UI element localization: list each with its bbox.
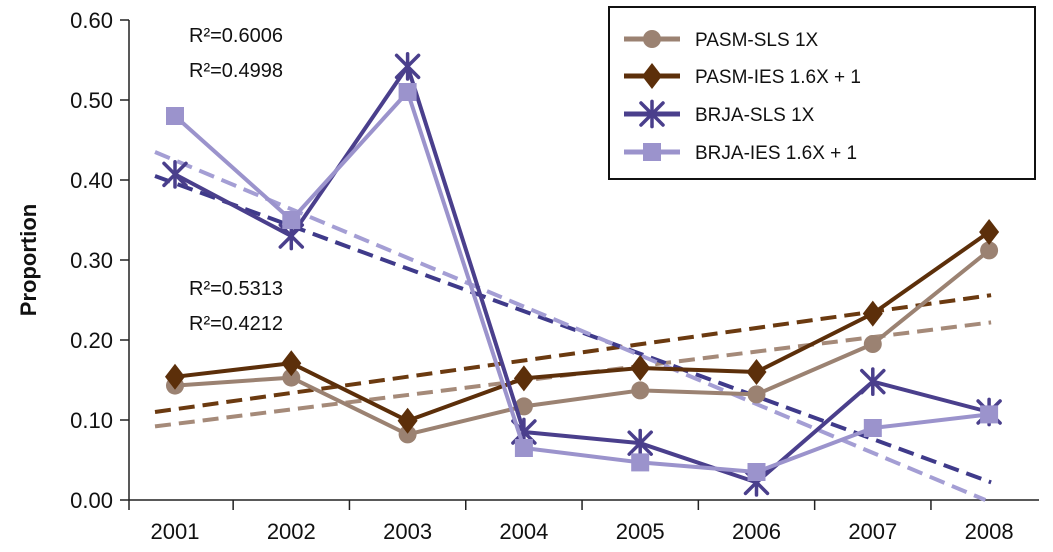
x-tick-label: 2003 <box>383 519 432 544</box>
point <box>394 52 421 81</box>
point <box>860 367 886 396</box>
point <box>630 355 651 381</box>
y-tick-label: 0.00 <box>70 488 113 513</box>
r2-annotation: R²=0.6006 <box>189 25 283 47</box>
point <box>282 368 301 387</box>
x-tick-label: 2002 <box>267 519 316 544</box>
y-tick-label: 0.40 <box>70 168 113 193</box>
legend-label: PASM-IES 1.6X + 1 <box>695 67 861 88</box>
point <box>747 385 766 404</box>
x-tick-label: 2005 <box>616 519 665 544</box>
x-tick-label: 2006 <box>732 519 781 544</box>
legend-item: BRJA-SLS 1X <box>624 99 815 129</box>
point <box>166 107 184 125</box>
r2-annotation: R²=0.5313 <box>189 278 283 300</box>
point <box>165 363 185 390</box>
legend-item: PASM-IES 1.6X + 1 <box>624 63 861 89</box>
point <box>980 405 999 424</box>
series <box>165 219 1000 434</box>
y-tick-label: 0.20 <box>70 328 113 353</box>
point <box>747 463 766 481</box>
series <box>166 241 999 444</box>
point <box>514 397 533 416</box>
point <box>643 143 661 161</box>
x-tick-label: 2008 <box>965 519 1014 544</box>
point <box>979 219 1000 245</box>
r2-annotation: R²=0.4212 <box>189 313 283 335</box>
labels: R²=0.6006 R²=0.4998 R²=0.5313 R²=0.4212 <box>189 25 283 335</box>
series-line <box>174 230 991 423</box>
legend: PASM-SLS 1X PASM-IES 1.6X + 1 BRJA-SLS 1X B… <box>608 6 1036 180</box>
point <box>627 428 653 458</box>
point <box>631 381 650 400</box>
legend-label: PASM-SLS 1X <box>695 30 819 51</box>
x-tick-label: 2004 <box>499 519 548 544</box>
point <box>639 99 665 129</box>
axes: 0.00 0.10 0.20 0.30 0.40 0.50 0.60 2001 2002 2003… <box>16 8 1039 544</box>
legend-label: BRJA-SLS 1X <box>695 105 815 126</box>
point <box>398 425 417 444</box>
point <box>863 335 882 353</box>
legend-item: PASM-SLS 1X <box>624 30 819 51</box>
y-tick-label: 0.30 <box>70 248 113 273</box>
point <box>643 30 661 48</box>
r2-annotation: R²=0.4998 <box>189 60 283 82</box>
point <box>398 83 417 101</box>
trendline <box>154 293 992 414</box>
point <box>746 359 767 385</box>
point <box>281 350 302 377</box>
series-lines <box>162 52 1002 497</box>
point <box>863 419 882 437</box>
point <box>514 439 533 457</box>
legend-label: BRJA-IES 1.6X + 1 <box>695 143 857 164</box>
point <box>862 300 883 327</box>
point <box>282 211 301 229</box>
point <box>513 365 534 392</box>
point <box>162 160 188 189</box>
point <box>642 63 662 89</box>
y-tick-label: 0.60 <box>70 8 113 33</box>
series <box>166 83 999 481</box>
legend-item: BRJA-IES 1.6X + 1 <box>624 143 857 164</box>
y-tick-label: 0.50 <box>70 88 113 113</box>
point <box>397 407 418 434</box>
y-tick-label: 0.10 <box>70 408 113 433</box>
y-axis-title: Proportion <box>16 204 41 316</box>
x-tick-label: 2007 <box>848 519 897 544</box>
point <box>980 241 999 260</box>
point <box>631 453 650 472</box>
series-line <box>174 248 991 437</box>
series-line <box>174 64 990 485</box>
x-tick-label: 2001 <box>151 519 200 544</box>
trendline <box>154 150 987 502</box>
series-line <box>173 90 990 474</box>
